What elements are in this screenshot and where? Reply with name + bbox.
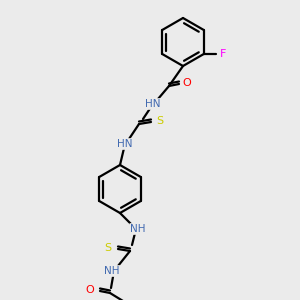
- Text: S: S: [156, 116, 164, 126]
- Text: S: S: [104, 243, 112, 253]
- Text: NH: NH: [104, 266, 120, 276]
- Text: O: O: [183, 78, 191, 88]
- Text: HN: HN: [145, 99, 161, 109]
- Text: O: O: [85, 285, 94, 295]
- Text: NH: NH: [130, 224, 146, 234]
- Text: F: F: [220, 49, 226, 59]
- Text: HN: HN: [117, 139, 133, 149]
